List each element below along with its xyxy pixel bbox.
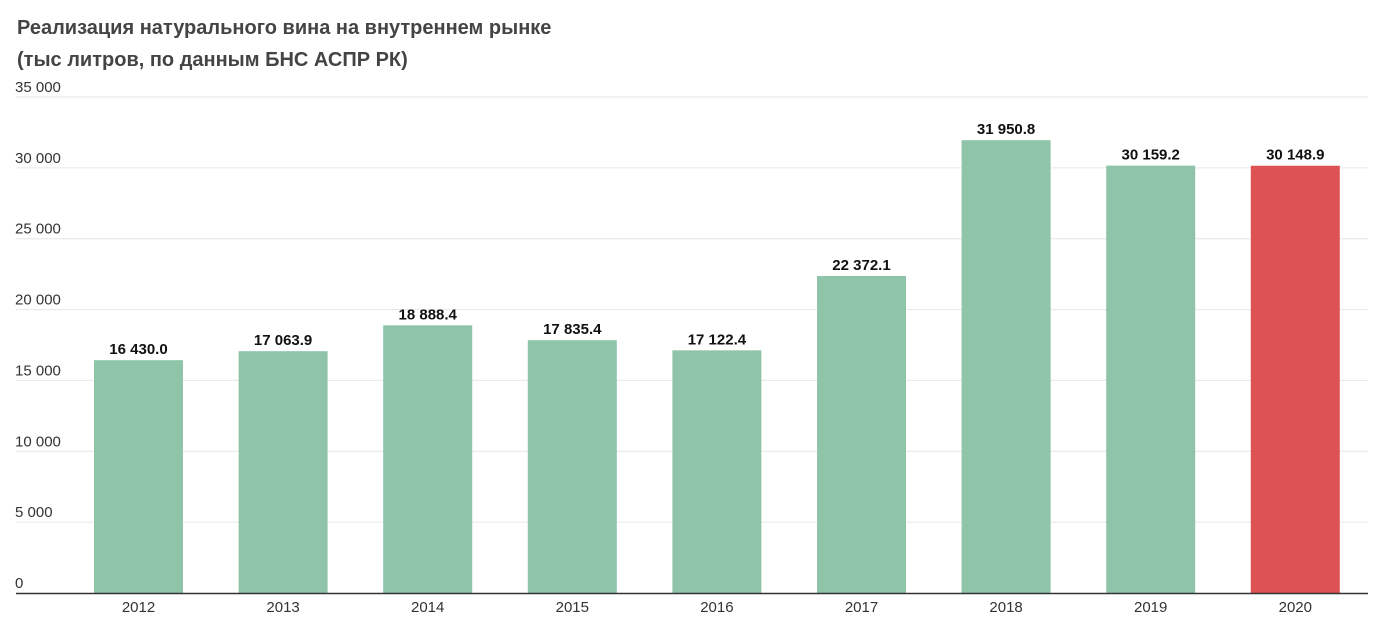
x-tick-label: 2014 bbox=[411, 599, 444, 616]
y-tick-label: 5 000 bbox=[15, 504, 53, 521]
y-tick-label: 10 000 bbox=[15, 433, 61, 450]
data-label: 16 430.0 bbox=[109, 341, 167, 358]
bar-2014 bbox=[383, 325, 473, 593]
y-tick-label: 30 000 bbox=[15, 150, 61, 167]
data-label: 17 835.4 bbox=[543, 321, 602, 338]
bar-2013 bbox=[238, 351, 328, 593]
x-tick-label: 2020 bbox=[1279, 599, 1312, 616]
data-label: 17 063.9 bbox=[254, 332, 312, 349]
x-tick-label: 2017 bbox=[845, 599, 878, 616]
y-tick-label: 20 000 bbox=[15, 292, 61, 309]
data-label: 17 122.4 bbox=[688, 331, 747, 348]
bar-2012 bbox=[94, 360, 183, 593]
x-tick-label: 2013 bbox=[266, 599, 299, 616]
y-tick-label: 35 000 bbox=[15, 79, 61, 96]
bar-2016 bbox=[672, 350, 762, 593]
y-tick-label: 25 000 bbox=[15, 221, 61, 238]
bar-2019 bbox=[1106, 165, 1196, 593]
x-tick-label: 2019 bbox=[1134, 599, 1167, 616]
data-label: 18 888.4 bbox=[399, 306, 458, 323]
x-tick-label: 2018 bbox=[989, 599, 1022, 616]
data-label: 22 372.1 bbox=[832, 257, 890, 274]
data-label: 31 950.8 bbox=[977, 121, 1035, 138]
chart-title: Реализация натурального вина на внутренн… bbox=[17, 17, 552, 39]
x-tick-label: 2012 bbox=[122, 599, 155, 616]
bar-2018 bbox=[961, 140, 1051, 593]
x-tick-label: 2016 bbox=[700, 599, 733, 616]
data-label: 30 159.2 bbox=[1122, 147, 1180, 164]
bar-2020 bbox=[1250, 165, 1340, 594]
x-tick-label: 2015 bbox=[556, 599, 589, 616]
y-tick-label: 15 000 bbox=[15, 362, 61, 379]
chart-subtitle: (тыс литров, по данным БНС АСПР РК) bbox=[17, 49, 408, 71]
bar-2015 bbox=[527, 340, 617, 593]
y-tick-label: 0 bbox=[15, 575, 23, 592]
bar-2017 bbox=[817, 275, 906, 593]
data-label: 30 148.9 bbox=[1266, 147, 1324, 164]
chart-title-block: Реализация натурального вина на внутренн… bbox=[17, 12, 551, 76]
